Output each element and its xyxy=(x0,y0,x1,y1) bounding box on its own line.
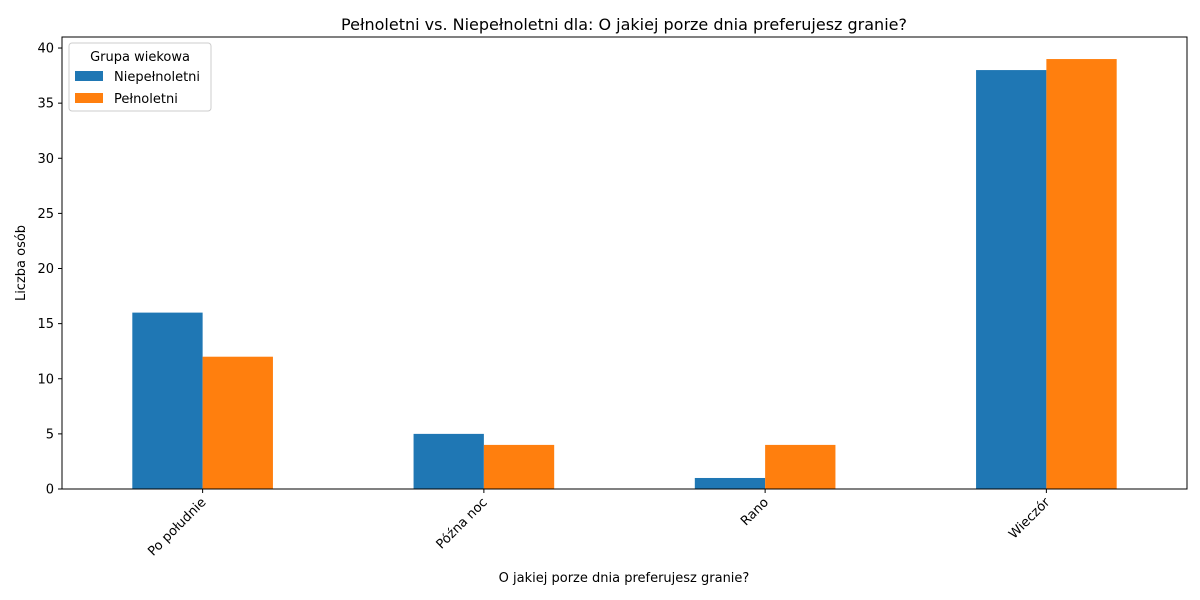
y-tick-label: 25 xyxy=(37,207,54,222)
y-tick-label: 30 xyxy=(37,152,54,167)
bar-series2-0 xyxy=(202,356,273,489)
legend-entry-1: Niepełnoletni xyxy=(114,70,200,85)
bar-series2-3 xyxy=(1046,59,1117,490)
y-tick-label: 10 xyxy=(37,372,54,387)
legend: Grupa wiekowa Niepełnoletni Pełnoletni xyxy=(68,42,212,112)
y-tick-label: 5 xyxy=(46,427,54,442)
bar-series1-2 xyxy=(694,477,766,489)
legend-swatch-1 xyxy=(75,71,103,81)
plot-area: 0 5 10 15 20 25 30 35 40 Po południe Późna noc Rano… xyxy=(37,36,1188,559)
legend-swatch-2 xyxy=(75,93,103,103)
plot-frame xyxy=(61,36,1188,490)
legend-entry-2: Pełnoletni xyxy=(114,92,178,107)
bar-series1-1 xyxy=(413,433,484,489)
legend-title: Grupa wiekowa xyxy=(90,50,190,65)
y-tick-label: 0 xyxy=(46,483,54,498)
x-tick-label: Po południe xyxy=(145,495,209,559)
x-tick-label: Późna noc xyxy=(434,495,491,552)
x-tick-label: Rano xyxy=(738,495,772,529)
bar-series2-2 xyxy=(765,444,836,489)
y-tick-label: 35 xyxy=(37,97,54,112)
y-tick-label: 20 xyxy=(37,262,54,277)
chart-title: Pełnoletni vs. Niepełnoletni dla: O jaki… xyxy=(341,15,907,34)
y-tick-label: 40 xyxy=(37,42,54,57)
y-tick-label: 15 xyxy=(37,317,54,332)
y-axis-label: Liczba osób xyxy=(14,225,29,301)
bar-series1-3 xyxy=(976,70,1047,489)
legend-box xyxy=(68,42,212,112)
x-tick-label: Wieczór xyxy=(1006,495,1053,542)
bar-series1-0 xyxy=(132,312,203,489)
bar-series2-1 xyxy=(483,444,555,489)
x-axis-label: O jakiej porze dnia preferujesz granie? xyxy=(499,571,750,586)
